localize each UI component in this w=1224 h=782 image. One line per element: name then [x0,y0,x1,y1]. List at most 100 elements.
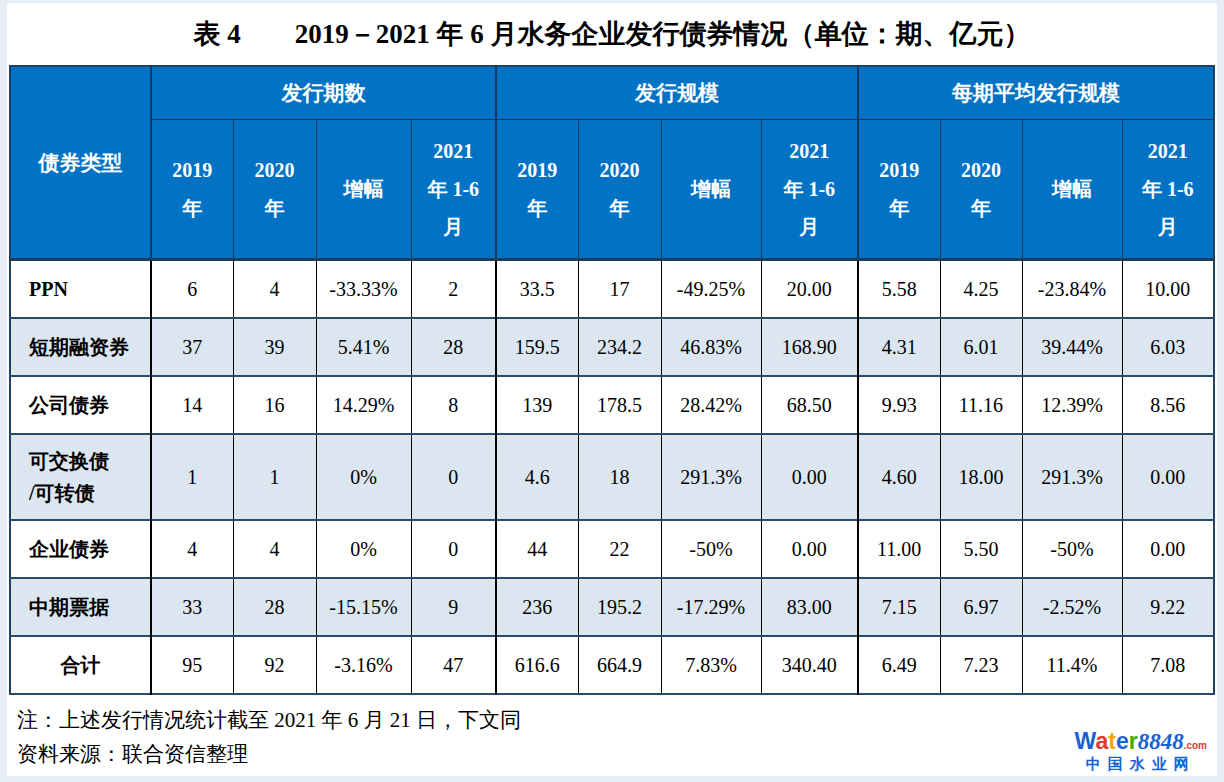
cell-value: 0.00 [761,434,858,520]
cell-value: 14.29% [316,376,411,434]
footnote-data-source: 资料来源：联合资信整理 [17,737,1217,771]
sub-header-3: 2021 年 1-6 月 [411,120,496,260]
cell-value: 37 [151,318,233,376]
cell-value: 47 [411,636,496,694]
logo-letter: t [1108,728,1116,754]
table-row: 企业债券440%04422-50%0.0011.005.50-50%0.00 [10,520,1214,578]
table-row: 可交换债 /可转债110%04.618291.3%0.004.6018.0029… [10,434,1214,520]
cell-value: 4 [233,260,316,319]
cell-value: -50% [661,520,761,578]
cell-value: 28.42% [661,376,761,434]
cell-value: 18.00 [940,434,1022,520]
cell-value: -3.16% [316,636,411,694]
cell-value: 10.00 [1122,260,1214,319]
cell-value: 5.58 [858,260,940,319]
cell-value: 291.3% [661,434,761,520]
cell-value: 2 [411,260,496,319]
document-page: 表 4 2019－2021 年 6 月水务企业发行债券情况（单位：期、亿元） 债… [7,3,1217,776]
cell-value: 33.5 [496,260,578,319]
sub-header-11: 2021 年 1-6 月 [1122,120,1214,260]
cell-value: 14 [151,376,233,434]
cell-value: 178.5 [578,376,661,434]
water8848-logo[interactable]: Water8848.com 中国水业网 [1075,729,1207,772]
cell-value: -23.84% [1022,260,1122,319]
sub-header-1: 2020 年 [233,120,316,260]
cell-value: 28 [233,578,316,636]
logo-dotcom: .com [1184,740,1207,751]
cell-value: 4.31 [858,318,940,376]
cell-value: 11.4% [1022,636,1122,694]
sub-header-7: 2021 年 1-6 月 [761,120,858,260]
cell-value: 0.00 [761,520,858,578]
cell-value: 6.01 [940,318,1022,376]
cell-value: -15.15% [316,578,411,636]
cell-value: 4.6 [496,434,578,520]
cell-value: 6.97 [940,578,1022,636]
cell-value: 6.03 [1122,318,1214,376]
group-header-avg-scale: 每期平均发行规模 [858,66,1214,120]
logo-subtitle-china-water: 中国水业网 [1075,756,1207,772]
cell-value: 0.00 [1122,520,1214,578]
cell-value: -49.25% [661,260,761,319]
cell-value: 44 [496,520,578,578]
logo-letter: r [1129,728,1138,754]
sub-header-5: 2020 年 [578,120,661,260]
group-header-issue-scale: 发行规模 [496,66,858,120]
cell-value: 11.16 [940,376,1022,434]
cell-value: 28 [411,318,496,376]
sub-header-2: 增幅 [316,120,411,260]
table-row: 中期票据3328-15.15%9236195.2-17.29%83.007.15… [10,578,1214,636]
cell-value: 46.83% [661,318,761,376]
table-row: 短期融资券37395.41%28159.5234.246.83%168.904.… [10,318,1214,376]
footnote-statistics-cutoff: 注：上述发行情况统计截至 2021 年 6 月 21 日，下文同 [17,703,1217,737]
cell-value: 168.90 [761,318,858,376]
cell-value: 139 [496,376,578,434]
cell-value: 159.5 [496,318,578,376]
cell-value: 68.50 [761,376,858,434]
cell-value: 92 [233,636,316,694]
cell-value: 83.00 [761,578,858,636]
cell-value: 7.23 [940,636,1022,694]
sub-header-0: 2019 年 [151,120,233,260]
row-label: 合计 [10,636,151,694]
bond-issuance-table: 债券类型 发行期数 发行规模 每期平均发行规模 2019 年2020 年增幅20… [9,65,1215,695]
cell-value: 12.39% [1022,376,1122,434]
cell-value: 4 [233,520,316,578]
cell-value: 8 [411,376,496,434]
row-label: 中期票据 [10,578,151,636]
row-label: 短期融资券 [10,318,151,376]
cell-value: 39.44% [1022,318,1122,376]
cell-value: 664.9 [578,636,661,694]
cell-value: 17 [578,260,661,319]
cell-value: 0% [316,434,411,520]
row-label: 企业债券 [10,520,151,578]
table-row: 公司债券141614.29%8139178.528.42%68.509.9311… [10,376,1214,434]
cell-value: 7.08 [1122,636,1214,694]
cell-value: 1 [233,434,316,520]
cell-value: 1 [151,434,233,520]
cell-value: 6 [151,260,233,319]
row-label: 公司债券 [10,376,151,434]
cell-value: 7.15 [858,578,940,636]
cell-value: 0 [411,520,496,578]
table-row: 合计9592-3.16%47616.6664.97.83%340.406.497… [10,636,1214,694]
cell-value: 39 [233,318,316,376]
cell-value: 291.3% [1022,434,1122,520]
cell-value: 22 [578,520,661,578]
cell-value: 18 [578,434,661,520]
cell-value: 4 [151,520,233,578]
cell-value: 16 [233,376,316,434]
cell-value: 236 [496,578,578,636]
sub-header-8: 2019 年 [858,120,940,260]
cell-value: -33.33% [316,260,411,319]
row-label: 可交换债 /可转债 [10,434,151,520]
logo-letter: e [1116,728,1129,754]
sub-header-6: 增幅 [661,120,761,260]
logo-letter: a [1095,728,1108,754]
cell-value: 616.6 [496,636,578,694]
cell-value: 6.49 [858,636,940,694]
cell-value: 11.00 [858,520,940,578]
sub-header-10: 增幅 [1022,120,1122,260]
cell-value: 234.2 [578,318,661,376]
cell-value: 33 [151,578,233,636]
